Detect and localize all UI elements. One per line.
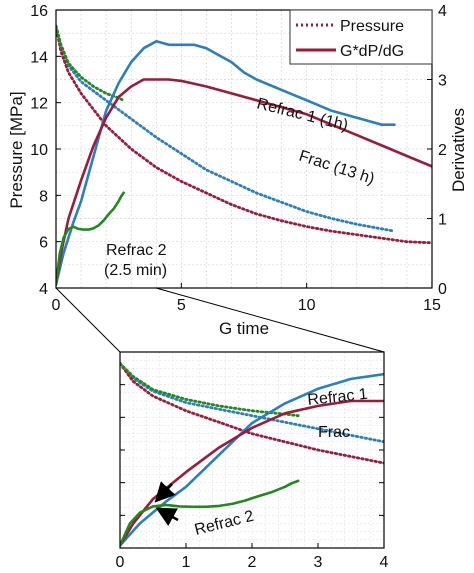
- annotation-refrac2-time: (2.5 min): [104, 262, 167, 279]
- annotation-frac: Frac (13 h): [297, 148, 377, 188]
- y-tick-label-right: 3: [438, 73, 447, 90]
- y-tick-label-left: 4: [39, 281, 48, 298]
- main-series-derivative-3: [56, 40, 396, 286]
- zoom-series-pressure-2: [120, 362, 300, 418]
- y-tick-label-left: 10: [30, 142, 48, 159]
- zoom-x-tick-label: 1: [182, 554, 191, 568]
- x-tick-label: 15: [423, 297, 441, 314]
- zoom-series-pressure-1: [120, 362, 384, 465]
- y-tick-label-left: 16: [30, 3, 48, 20]
- y-tick-label-right: 2: [438, 142, 447, 159]
- zoom-series-derivative-5: [120, 479, 300, 547]
- y-tick-label-left: 6: [39, 235, 48, 252]
- legend-label-derivative: G*dP/dG: [340, 43, 404, 60]
- zoom-arrow-2: [155, 507, 179, 527]
- x-tick-label: 0: [52, 297, 61, 314]
- annotation-refrac2: Refrac 2: [106, 242, 167, 259]
- zoom-series-derivative-3: [120, 372, 384, 547]
- zoom-plot-ticks: 0 1 2 3 4: [116, 351, 389, 571]
- zoom-arrow-1: [154, 481, 176, 503]
- annotation-refrac1: Refrac 1 (1h): [255, 95, 350, 134]
- zoom-series-pressure-0: [120, 362, 384, 444]
- y-tick-label-left: 14: [30, 49, 48, 66]
- y-tick-label-left: 12: [30, 96, 48, 113]
- zoom-annotation-frac: Frac: [318, 424, 350, 441]
- x-tick-label: 5: [177, 297, 186, 314]
- zoom-connector-right: [155, 287, 385, 353]
- main-series-pressure-1: [56, 24, 432, 245]
- legend: Pressure G*dP/dG: [289, 9, 433, 65]
- main-series-derivative-4: [56, 78, 432, 286]
- main-series-pressure-2: [56, 24, 126, 102]
- y-tick-label-right: 1: [438, 212, 447, 229]
- zoom-annotation-refrac1: Refrac 1: [307, 386, 369, 409]
- main-series-pressure-0: [56, 24, 396, 233]
- x-tick-label: 10: [298, 297, 316, 314]
- zoom-plot-grid: [119, 351, 384, 549]
- zoom-plot-series: [120, 362, 384, 547]
- zoom-x-tick-label: 4: [380, 554, 389, 568]
- x-axis-label: G time: [219, 319, 269, 338]
- zoom-series-derivative-4: [120, 399, 384, 547]
- zoom-x-tick-label: 3: [314, 554, 323, 568]
- zoom-x-tick-label: 2: [248, 554, 257, 568]
- y-tick-label-right: 0: [438, 281, 447, 298]
- zoom-x-tick-label: 0: [116, 554, 125, 568]
- y-axis-label-right: Derivatives: [449, 108, 468, 192]
- legend-box: [289, 9, 433, 65]
- zoom-connector-left: [55, 287, 121, 353]
- y-tick-label-right: 4: [438, 3, 447, 20]
- main-series-derivative-5: [56, 191, 125, 286]
- y-tick-label-left: 8: [39, 188, 48, 205]
- legend-label-pressure: Pressure: [340, 18, 404, 35]
- main-plot-series: [56, 24, 432, 286]
- y-axis-label-left: Pressure [MPa]: [7, 91, 26, 208]
- zoom-annotation-refrac2: Refrac 2: [193, 508, 256, 539]
